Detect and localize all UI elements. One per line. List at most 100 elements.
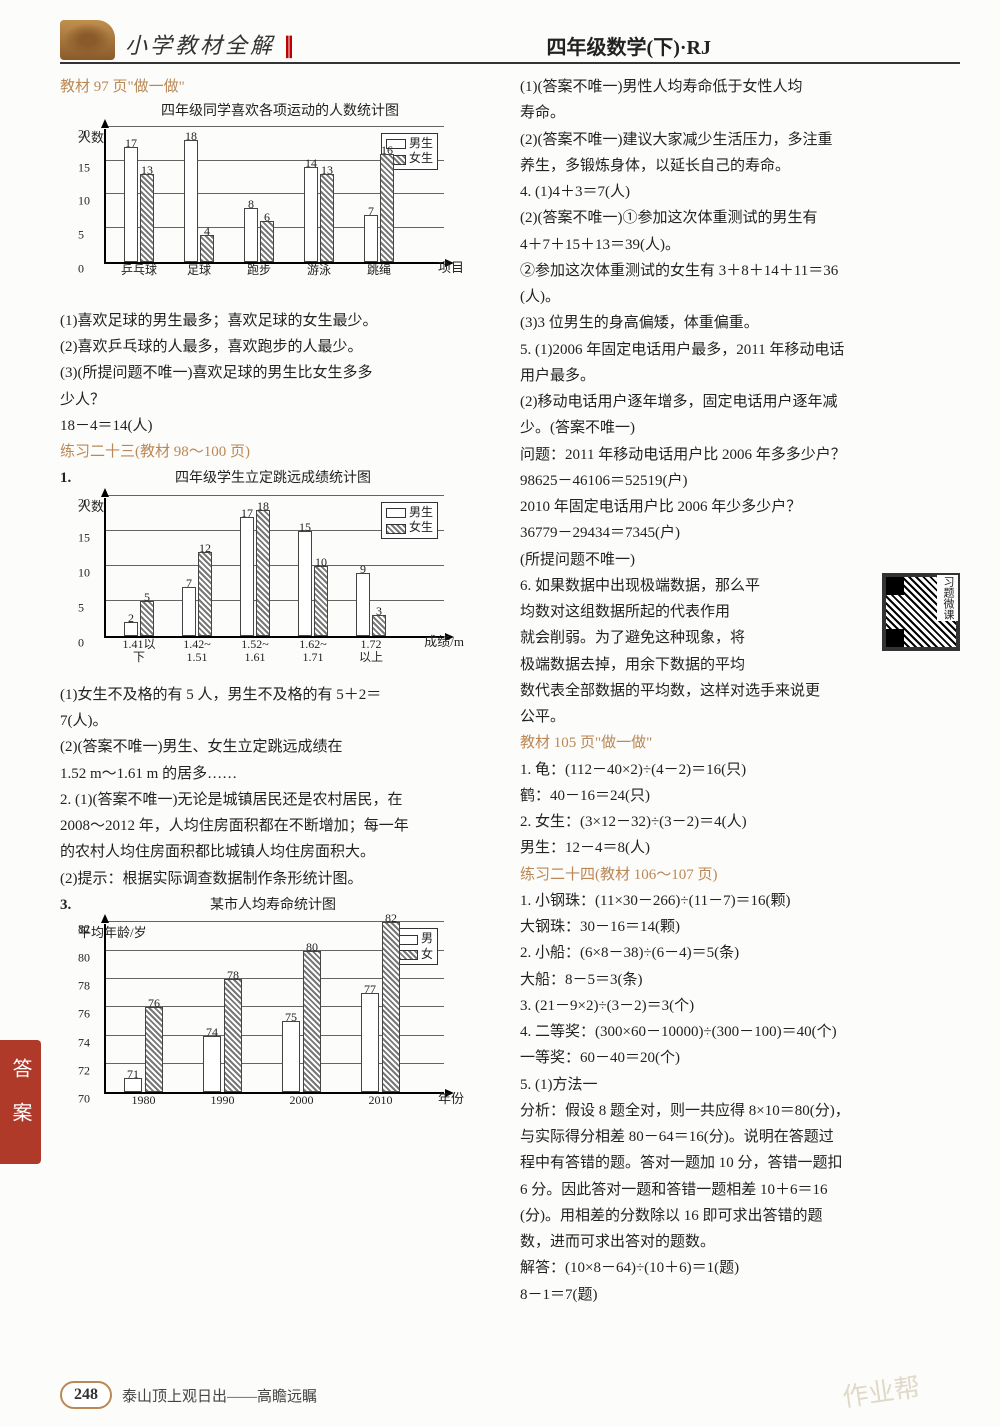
series-title: 小学教材全解 ∥ bbox=[125, 28, 298, 60]
bar: 13 bbox=[140, 174, 154, 262]
y-tick-label: 0 bbox=[78, 258, 84, 279]
chart-legend: 男生女生 bbox=[381, 502, 438, 539]
bar: 78 bbox=[224, 979, 242, 1092]
bar: 13 bbox=[320, 174, 334, 262]
ex24-line: 解答：(10×8－64)÷(10＋6)＝1(题) bbox=[520, 1255, 960, 1281]
right-line: 用户最多。 bbox=[520, 363, 960, 389]
ex24-line: 与实际得分相差 80－64＝16(分)。说明在答题过 bbox=[520, 1124, 960, 1150]
bar: 17 bbox=[124, 147, 138, 262]
y-tick-label: 70 bbox=[78, 1089, 90, 1110]
p105-line: 鹤：40－16＝24(只) bbox=[520, 783, 960, 809]
category-label: 1.41以下 bbox=[118, 636, 160, 664]
bar-value: 18 bbox=[185, 126, 197, 147]
chart1-answer-line: (3)(所提问题不唯一)喜欢足球的男生比女生多多 bbox=[60, 360, 500, 386]
category-label: 1.72以上 bbox=[350, 636, 392, 664]
bar: 18 bbox=[184, 140, 198, 262]
right-line: (人)。 bbox=[520, 284, 960, 310]
bar: 80 bbox=[303, 951, 321, 1093]
right-column: (1)(答案不唯一)男性人均寿命低于女性人均寿命。(2)(答案不唯一)建议大家减… bbox=[520, 74, 960, 1308]
right-line: ②参加这次体重测试的女生有 3＋8＋14＋11＝36 bbox=[520, 258, 960, 284]
y-tick-label: 20 bbox=[78, 492, 90, 513]
q2-line: 的农村人均住房面积都比城镇人均住房面积大。 bbox=[60, 839, 500, 865]
right-line: 问题：2011 年移动电话用户比 2006 年多多少户？ bbox=[520, 442, 960, 468]
ref-line-4: 练习二十四(教材 106～107 页) bbox=[520, 862, 960, 888]
y-tick-label: 80 bbox=[78, 947, 90, 968]
category-label: 2000 bbox=[276, 1092, 327, 1107]
x-axis-label: 成绩/m bbox=[424, 631, 464, 654]
y-tick-label: 10 bbox=[78, 562, 90, 583]
bar-value: 7 bbox=[183, 573, 195, 594]
ex24-line: 6 分。因此答对一题和答错一题相差 10＋6＝16 bbox=[520, 1177, 960, 1203]
bar-value: 71 bbox=[125, 1064, 141, 1085]
p105-line: 2. 女生：(3×12－32)÷(3－2)＝4(人) bbox=[520, 809, 960, 835]
book-title: 四年级数学(下)·RJ bbox=[298, 31, 960, 60]
category-label: 乒乓球 bbox=[118, 262, 160, 277]
bar-value: 16 bbox=[381, 140, 393, 161]
category-label: 1.52~1.61 bbox=[234, 636, 276, 664]
q6-line: 数代表全部数据的平均数，这样对选手来说更 bbox=[520, 678, 960, 704]
bar: 9 bbox=[356, 573, 370, 636]
q6-line: 极端数据去掉，用余下数据的平均 bbox=[520, 652, 960, 678]
right-line: 少。(答案不唯一) bbox=[520, 415, 960, 441]
ex24-line: 分析：假设 8 题全对，则一共应得 8×10＝80(分)， bbox=[520, 1098, 960, 1124]
q2-line: 2. (1)(答案不唯一)无论是城镇居民还是农村居民，在 bbox=[60, 787, 500, 813]
chart2-answer-line: (1)女生不及格的有 5 人，男生不及格的有 5＋2＝ bbox=[60, 682, 500, 708]
qr-code-icon: 习题微课 bbox=[882, 573, 960, 651]
x-axis-label: 项目 bbox=[438, 257, 464, 280]
y-tick-label: 15 bbox=[78, 527, 90, 548]
right-line: 36779－29434＝7345(户) bbox=[520, 520, 960, 546]
category-label: 2010 bbox=[355, 1092, 406, 1107]
bar: 82 bbox=[382, 922, 400, 1092]
bar-value: 17 bbox=[241, 503, 253, 524]
right-line: 5. (1)2006 年固定电话用户最多，2011 年移动电话 bbox=[520, 337, 960, 363]
bar-value: 6 bbox=[261, 207, 273, 228]
right-line: (1)(答案不唯一)男性人均寿命低于女性人均 bbox=[520, 74, 960, 100]
category-label: 游泳 bbox=[298, 262, 340, 277]
bar: 71 bbox=[124, 1078, 142, 1092]
category-label: 足球 bbox=[178, 262, 220, 277]
chart1-answer-line: 18－4＝14(人) bbox=[60, 413, 500, 439]
y-tick-label: 5 bbox=[78, 597, 84, 618]
right-line: (所提问题不唯一) bbox=[520, 547, 960, 573]
bar: 12 bbox=[198, 552, 212, 636]
qr-label: 习题微课 bbox=[937, 575, 958, 621]
ref-line-2: 练习二十三(教材 98～100 页) bbox=[60, 439, 500, 465]
chart-area: 05101520男生女生1713乒乓球184足球86跑步1413游泳716跳绳项… bbox=[104, 129, 444, 264]
bar-value: 82 bbox=[383, 908, 399, 929]
bar: 16 bbox=[380, 154, 394, 262]
bar-value: 78 bbox=[225, 965, 241, 986]
series-title-text: 小学教材全解 bbox=[125, 33, 275, 58]
bar-value: 2 bbox=[125, 608, 137, 629]
category-label: 跑步 bbox=[238, 262, 280, 277]
right-line: 98625－46106＝52519(户) bbox=[520, 468, 960, 494]
bar-value: 4 bbox=[201, 221, 213, 242]
bar-value: 10 bbox=[315, 552, 327, 573]
bar: 6 bbox=[260, 221, 274, 262]
bar: 75 bbox=[282, 1021, 300, 1092]
q2-line: 2008～2012 年，人均住房面积都在不断增加；每一年 bbox=[60, 813, 500, 839]
ex24-line: 5. (1)方法一 bbox=[520, 1072, 960, 1098]
bar-value: 15 bbox=[299, 517, 311, 538]
category-label: 1990 bbox=[197, 1092, 248, 1107]
bar: 8 bbox=[244, 208, 258, 262]
chart1-title: 四年级同学喜欢各项运动的人数统计图 bbox=[60, 100, 500, 125]
right-line: 4. (1)4＋3＝7(人) bbox=[520, 179, 960, 205]
category-label: 跳绳 bbox=[358, 262, 400, 277]
right-line: (2)移动电话用户逐年增多，固定电话用户逐年减 bbox=[520, 389, 960, 415]
chart2-title: 四年级学生立定跳远成绩统计图 bbox=[75, 467, 471, 492]
y-tick-label: 0 bbox=[78, 632, 84, 653]
y-tick-label: 10 bbox=[78, 191, 90, 212]
right-line: (2)(答案不唯一)①参加这次体重测试的男生有 bbox=[520, 205, 960, 231]
bar: 7 bbox=[364, 215, 378, 262]
bar: 10 bbox=[314, 566, 328, 636]
bar: 76 bbox=[145, 1007, 163, 1092]
bar: 5 bbox=[140, 601, 154, 636]
page-footer: 248 泰山顶上观日出——高瞻远瞩 bbox=[60, 1381, 317, 1409]
page-header: 小学教材全解 ∥ 四年级数学(下)·RJ bbox=[60, 20, 960, 64]
bar: 77 bbox=[361, 993, 379, 1092]
q6-line: 公平。 bbox=[520, 704, 960, 730]
ex24-line: 1. 小钢珠：(11×30－266)÷(11－7)＝16(颗) bbox=[520, 888, 960, 914]
chart2-answer-line: (2)(答案不唯一)男生、女生立定跳远成绩在 bbox=[60, 734, 500, 760]
bar-value: 13 bbox=[321, 160, 333, 181]
footer-quote: 泰山顶上观日出——高瞻远瞩 bbox=[122, 1385, 317, 1406]
